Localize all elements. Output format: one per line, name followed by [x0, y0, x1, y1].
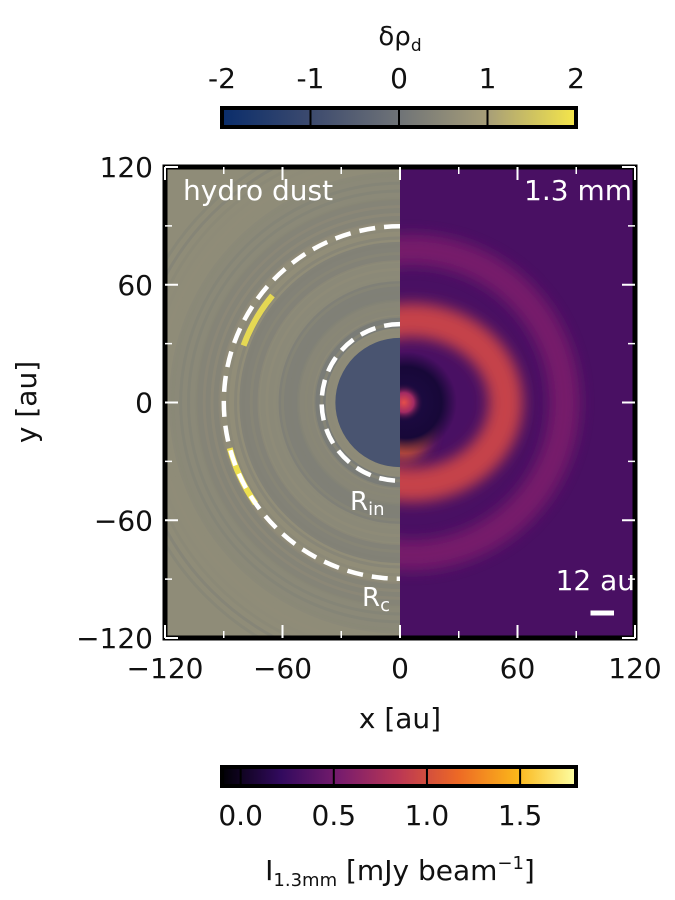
colorbar-top: δρd -2 -1 0 1 2	[208, 22, 585, 129]
beam-label: 12 au	[556, 564, 635, 597]
colorbar-bottom-tick-label: 1.5	[498, 799, 543, 832]
x-tick-label: 60	[500, 652, 536, 685]
r-in-label: Rin	[350, 487, 385, 520]
mm-cavity	[400, 351, 457, 454]
dust-ring-striation	[202, 205, 400, 600]
dust-ring-striation	[288, 291, 400, 514]
colorbar-top-tick-label: 2	[567, 62, 585, 95]
dust-ring-striation	[194, 197, 400, 608]
mm-emission-label: 1.3 mm	[524, 174, 632, 207]
x-tick-label: 120	[608, 652, 661, 685]
y-tick-label: 120	[100, 151, 153, 184]
dust-ring-striation	[210, 213, 400, 592]
colorbar-bottom: 0.0 0.5 1.0 1.5 I1.3mm [mJy beam−1]	[218, 765, 578, 891]
dust-ring-striation	[218, 220, 400, 585]
mm-outer-ring	[400, 234, 580, 571]
colorbar-top-tick-labels: -2 -1 0 1 2	[208, 62, 585, 95]
y-tick-label: −60	[94, 504, 153, 537]
dust-cavity	[335, 337, 400, 468]
colorbar-top-ticks	[221, 108, 577, 127]
dust-ring-striation	[304, 307, 400, 498]
y-tick-label: −120	[76, 622, 153, 655]
colorbar-top-label: δρd	[378, 22, 421, 56]
colorbar-bottom-tick-label: 1.0	[405, 799, 450, 832]
hydro-dust-panel	[165, 167, 400, 638]
dust-ring-striation	[281, 283, 400, 522]
x-axis-label: x [au]	[359, 702, 441, 735]
dust-ring-striation	[226, 228, 400, 577]
dust-bright-arc	[240, 293, 275, 347]
dust-ring-striation	[257, 260, 400, 545]
radius-circle-c	[221, 224, 401, 581]
hydro-dust-label: hydro dust	[183, 174, 333, 207]
x-tick-label: −120	[127, 652, 204, 685]
mm-emission-panel	[400, 167, 635, 638]
dust-ring-striation	[312, 314, 400, 491]
colorbar-bottom-tick-label: 0.0	[218, 799, 263, 832]
x-tick-label: 0	[391, 652, 409, 685]
colorbar-bottom-tick-labels: 0.0 0.5 1.0 1.5	[218, 799, 542, 832]
mm-central-peak	[400, 382, 424, 423]
dust-ring-striation	[234, 236, 400, 569]
colorbar-top-tick-label: 1	[479, 62, 497, 95]
radius-circle-in	[319, 321, 401, 484]
y-tick-label: 60	[117, 269, 153, 302]
colorbar-top-tick-label: -2	[208, 62, 236, 95]
colorbar-top-tick-label: -1	[297, 62, 325, 95]
colorbar-bottom-label: I1.3mm [mJy beam−1]	[265, 853, 535, 891]
colorbar-bottom-tick-label: 0.5	[312, 799, 357, 832]
mm-inner-ring	[400, 303, 523, 502]
r-c-label: Rc	[362, 583, 390, 616]
dust-ring-striation	[328, 330, 400, 475]
dust-ring-striation	[249, 252, 400, 553]
dust-ring-striation	[241, 244, 400, 561]
dust-ring-striation	[179, 181, 400, 624]
radius-circles	[221, 224, 401, 581]
plot-area: hydro dust 1.3 mm Rin Rc 12 au −120 −60 0 6…	[76, 151, 662, 685]
axis-ticks: −120 −60 0 60 120 −120 −60 0 60 120	[76, 151, 662, 685]
y-tick-label: 0	[135, 387, 153, 420]
y-axis-label: y [au]	[10, 361, 43, 443]
colorbar-top-tick-label: 0	[390, 62, 408, 95]
x-tick-label: −60	[253, 652, 312, 685]
colorbar-bottom-ticks	[239, 767, 522, 786]
colorbar-bottom-bar	[220, 765, 578, 788]
dust-ring-striation	[187, 189, 400, 616]
